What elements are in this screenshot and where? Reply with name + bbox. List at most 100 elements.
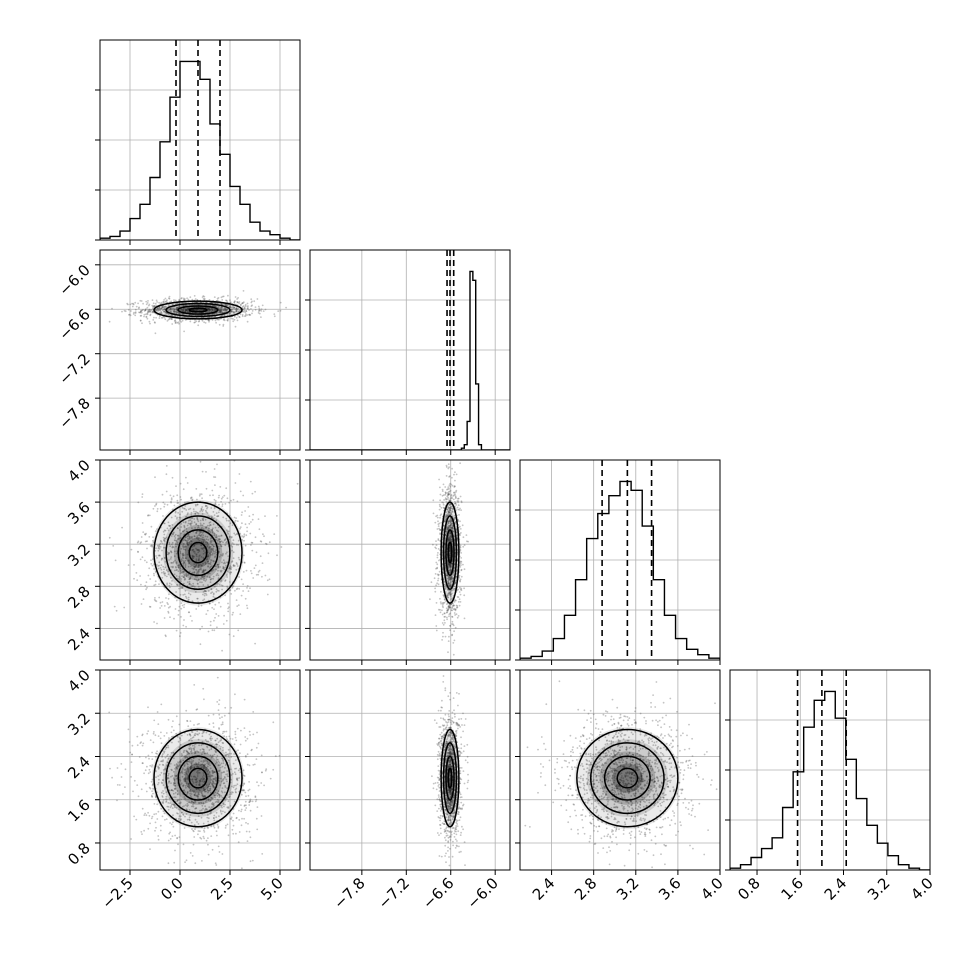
scatter-point — [215, 590, 218, 593]
scatter-point — [217, 530, 219, 533]
scatter-point — [245, 534, 248, 537]
scatter-point — [200, 547, 203, 550]
scatter-point — [214, 794, 216, 797]
scatter-point — [184, 545, 187, 548]
scatter-point — [211, 591, 214, 594]
scatter-point — [441, 488, 444, 491]
scatter-point — [203, 590, 206, 593]
scatter-point — [184, 309, 187, 312]
scatter-point — [247, 590, 250, 592]
scatter-point — [257, 573, 260, 576]
scatter-point — [447, 651, 449, 654]
scatter-point — [444, 567, 447, 569]
scatter-point — [453, 518, 456, 521]
scatter-point — [184, 566, 187, 569]
scatter-point — [216, 563, 219, 566]
scatter-point — [212, 560, 215, 562]
histogram-step — [310, 270, 510, 450]
scatter-point — [448, 569, 451, 572]
scatter-point — [201, 763, 204, 766]
scatter-point — [207, 561, 210, 563]
scatter-point — [250, 521, 252, 523]
scatter-point — [163, 522, 165, 525]
scatter-point — [197, 605, 200, 608]
scatter-point — [233, 516, 236, 519]
scatter-point — [202, 571, 205, 574]
scatter-point — [463, 568, 466, 571]
scatter-point — [220, 570, 222, 573]
scatter-point — [449, 538, 452, 541]
scatter-point — [236, 587, 239, 590]
scatter-point — [448, 519, 451, 521]
scatter-point — [448, 484, 451, 487]
scatter-point — [187, 298, 190, 301]
scatter-point — [244, 544, 247, 547]
scatter-point — [196, 537, 198, 539]
scatter-point — [448, 526, 450, 529]
scatter-point — [241, 305, 244, 308]
scatter-point — [192, 804, 194, 806]
scatter-point — [202, 562, 204, 565]
scatter-point — [232, 832, 235, 835]
scatter-point — [177, 736, 179, 738]
scatter-point — [148, 309, 151, 312]
scatter-point — [116, 799, 118, 802]
scatter-point — [447, 521, 449, 524]
scatter-point — [187, 565, 190, 568]
scatter-point — [208, 309, 211, 312]
scatter-point — [437, 523, 440, 526]
scatter-point — [165, 746, 168, 749]
scatter-point — [247, 307, 249, 310]
scatter-point — [197, 324, 200, 327]
scatter-point — [229, 573, 232, 575]
scatter-point — [448, 563, 451, 566]
scatter-point — [211, 516, 213, 519]
scatter-point — [200, 308, 203, 311]
scatter-point — [196, 575, 199, 578]
scatter-point — [199, 493, 201, 496]
scatter-point — [204, 509, 207, 512]
scatter-point — [447, 566, 450, 569]
scatter-point — [236, 605, 239, 607]
scatter-point — [457, 501, 459, 504]
scatter-point — [234, 693, 236, 696]
scatter-point — [222, 742, 225, 745]
scatter-point — [157, 554, 160, 557]
scatter-point — [158, 546, 160, 549]
scatter-point — [436, 563, 439, 566]
scatter-point — [148, 308, 151, 311]
scatter-point — [167, 318, 170, 321]
scatter-point — [196, 503, 199, 506]
scatter-point — [448, 525, 450, 528]
scatter-point — [202, 531, 205, 534]
scatter-point — [182, 563, 185, 565]
scatter-point — [172, 303, 174, 306]
scatter-point — [454, 485, 456, 488]
scatter-point — [208, 552, 211, 555]
scatter-point — [179, 529, 181, 531]
scatter-point — [155, 503, 157, 506]
scatter-point — [258, 307, 261, 310]
scatter-point — [140, 314, 143, 317]
scatter-point — [188, 541, 191, 544]
scatter-point — [251, 518, 254, 521]
scatter-point — [449, 629, 451, 632]
scatter-point — [177, 311, 180, 314]
scatter-point — [202, 509, 205, 511]
y-tick-label: 3.6 — [64, 498, 94, 528]
scatter-point — [221, 505, 224, 507]
scatter-point — [440, 513, 443, 516]
scatter-point — [194, 321, 196, 324]
scatter-point — [164, 768, 167, 771]
scatter-point — [180, 321, 183, 323]
scatter-point — [459, 520, 461, 523]
scatter-point — [175, 306, 178, 309]
scatter-point — [440, 602, 442, 605]
scatter-point — [246, 320, 249, 323]
scatter-point — [225, 552, 227, 555]
scatter-point — [450, 570, 452, 572]
scatter-point — [239, 743, 242, 746]
scatter-point — [226, 308, 229, 311]
scatter-point — [174, 539, 177, 542]
scatter-point — [279, 301, 282, 304]
